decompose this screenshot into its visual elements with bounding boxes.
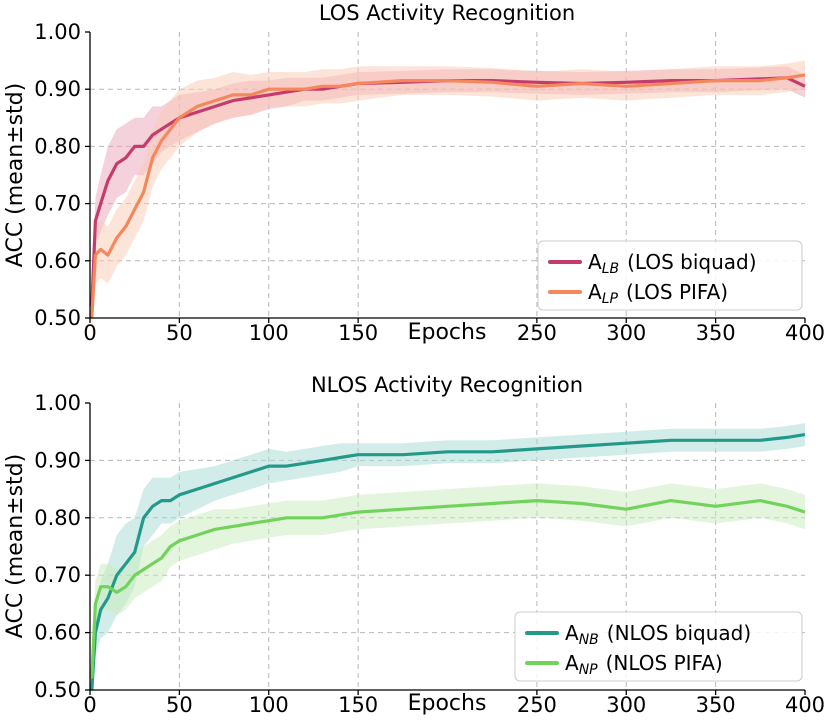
series-line-lb bbox=[90, 76, 806, 307]
nlos-x-tick-label: 400 bbox=[785, 693, 825, 717]
nlos-chart-panel: NLOS Activity Recognition 0.500.600.700.… bbox=[3, 373, 825, 717]
los-x-tick-label: 150 bbox=[338, 321, 378, 345]
los-legend-box bbox=[537, 240, 803, 311]
nlos-y-ticks: 0.50 0.60 0.70 0.80 0.90 1.00 bbox=[34, 391, 90, 702]
std-band-lp bbox=[91, 60, 806, 341]
los-axes bbox=[89, 32, 805, 319]
nlos-x-tick-label: 50 bbox=[166, 693, 193, 717]
los-x-tick-label: 0 bbox=[83, 321, 96, 345]
series-line-lp bbox=[90, 73, 806, 319]
los-x-tick-label: 250 bbox=[517, 321, 557, 345]
los-x-tick-label: 350 bbox=[696, 321, 736, 345]
nlos-y-tick-label: 0.70 bbox=[34, 563, 81, 587]
std-band-np bbox=[91, 483, 806, 696]
nlos-y-axis-label: ACC (mean±std) bbox=[3, 454, 28, 638]
los-x-tick-label: 400 bbox=[785, 321, 825, 345]
series-line-nb bbox=[90, 433, 806, 691]
los-x-tick-label: 300 bbox=[606, 321, 646, 345]
los-x-tick-label: 100 bbox=[249, 321, 289, 345]
los-y-tick-label: 0.50 bbox=[34, 306, 81, 330]
series-line-np bbox=[90, 499, 806, 679]
los-series-lines bbox=[90, 73, 806, 319]
nlos-x-tick-label: 250 bbox=[517, 693, 557, 717]
legend-label-nb: ANB (NLOS biquad) bbox=[565, 621, 751, 648]
nlos-x-tick-label: 350 bbox=[696, 693, 736, 717]
los-y-ticks: 0.50 0.60 0.70 0.80 0.90 1.00 bbox=[34, 20, 90, 330]
nlos-x-ticks: 0 50 100 150 250 300 350 400 bbox=[83, 690, 825, 717]
los-y-axis-label: ACC (mean±std) bbox=[3, 83, 28, 267]
nlos-x-tick-label: 300 bbox=[606, 693, 646, 717]
los-legend: ALB (LOS biquad) ALP (LOS PIFA) bbox=[537, 240, 803, 311]
std-band-nb bbox=[91, 423, 806, 702]
los-chart-title: LOS Activity Recognition bbox=[319, 1, 575, 25]
nlos-legend: ANB (NLOS biquad) ANP (NLOS PIFA) bbox=[514, 611, 803, 682]
los-std-bands bbox=[91, 60, 806, 341]
legend-label-np: ANP (NLOS PIFA) bbox=[565, 651, 723, 678]
legend-label-lb: ALB (LOS biquad) bbox=[588, 250, 757, 277]
nlos-std-bands bbox=[91, 423, 806, 702]
los-y-tick-label: 0.90 bbox=[34, 77, 81, 101]
nlos-series-lines bbox=[90, 433, 806, 691]
nlos-x-axis-label: Epochs bbox=[408, 691, 487, 716]
los-x-axis-label: Epochs bbox=[408, 320, 487, 345]
nlos-x-tick-label: 0 bbox=[83, 693, 96, 717]
nlos-y-tick-label: 0.50 bbox=[34, 678, 81, 702]
los-chart-panel: LOS Activity Recognition 0.50 0.60 0.70 0.8… bbox=[3, 1, 825, 345]
nlos-y-tick-label: 0.80 bbox=[34, 506, 81, 530]
los-y-tick-label: 0.60 bbox=[34, 249, 81, 273]
nlos-y-tick-label: 0.90 bbox=[34, 448, 81, 472]
nlos-axes bbox=[89, 403, 805, 691]
los-y-tick-label: 0.80 bbox=[34, 134, 81, 158]
nlos-x-tick-label: 100 bbox=[249, 693, 289, 717]
nlos-legend-box bbox=[514, 611, 803, 682]
los-x-tick-label: 50 bbox=[166, 321, 193, 345]
nlos-y-tick-label: 1.00 bbox=[34, 391, 81, 415]
los-x-ticks: 0 50 100 150 250 300 350 400 bbox=[83, 318, 825, 345]
nlos-y-tick-label: 0.60 bbox=[34, 621, 81, 645]
los-y-tick-label: 0.70 bbox=[34, 192, 81, 216]
nlos-x-tick-label: 150 bbox=[338, 693, 378, 717]
los-y-tick-label: 1.00 bbox=[34, 20, 81, 44]
legend-label-lp: ALP (LOS PIFA) bbox=[588, 280, 728, 307]
nlos-chart-title: NLOS Activity Recognition bbox=[311, 373, 583, 397]
